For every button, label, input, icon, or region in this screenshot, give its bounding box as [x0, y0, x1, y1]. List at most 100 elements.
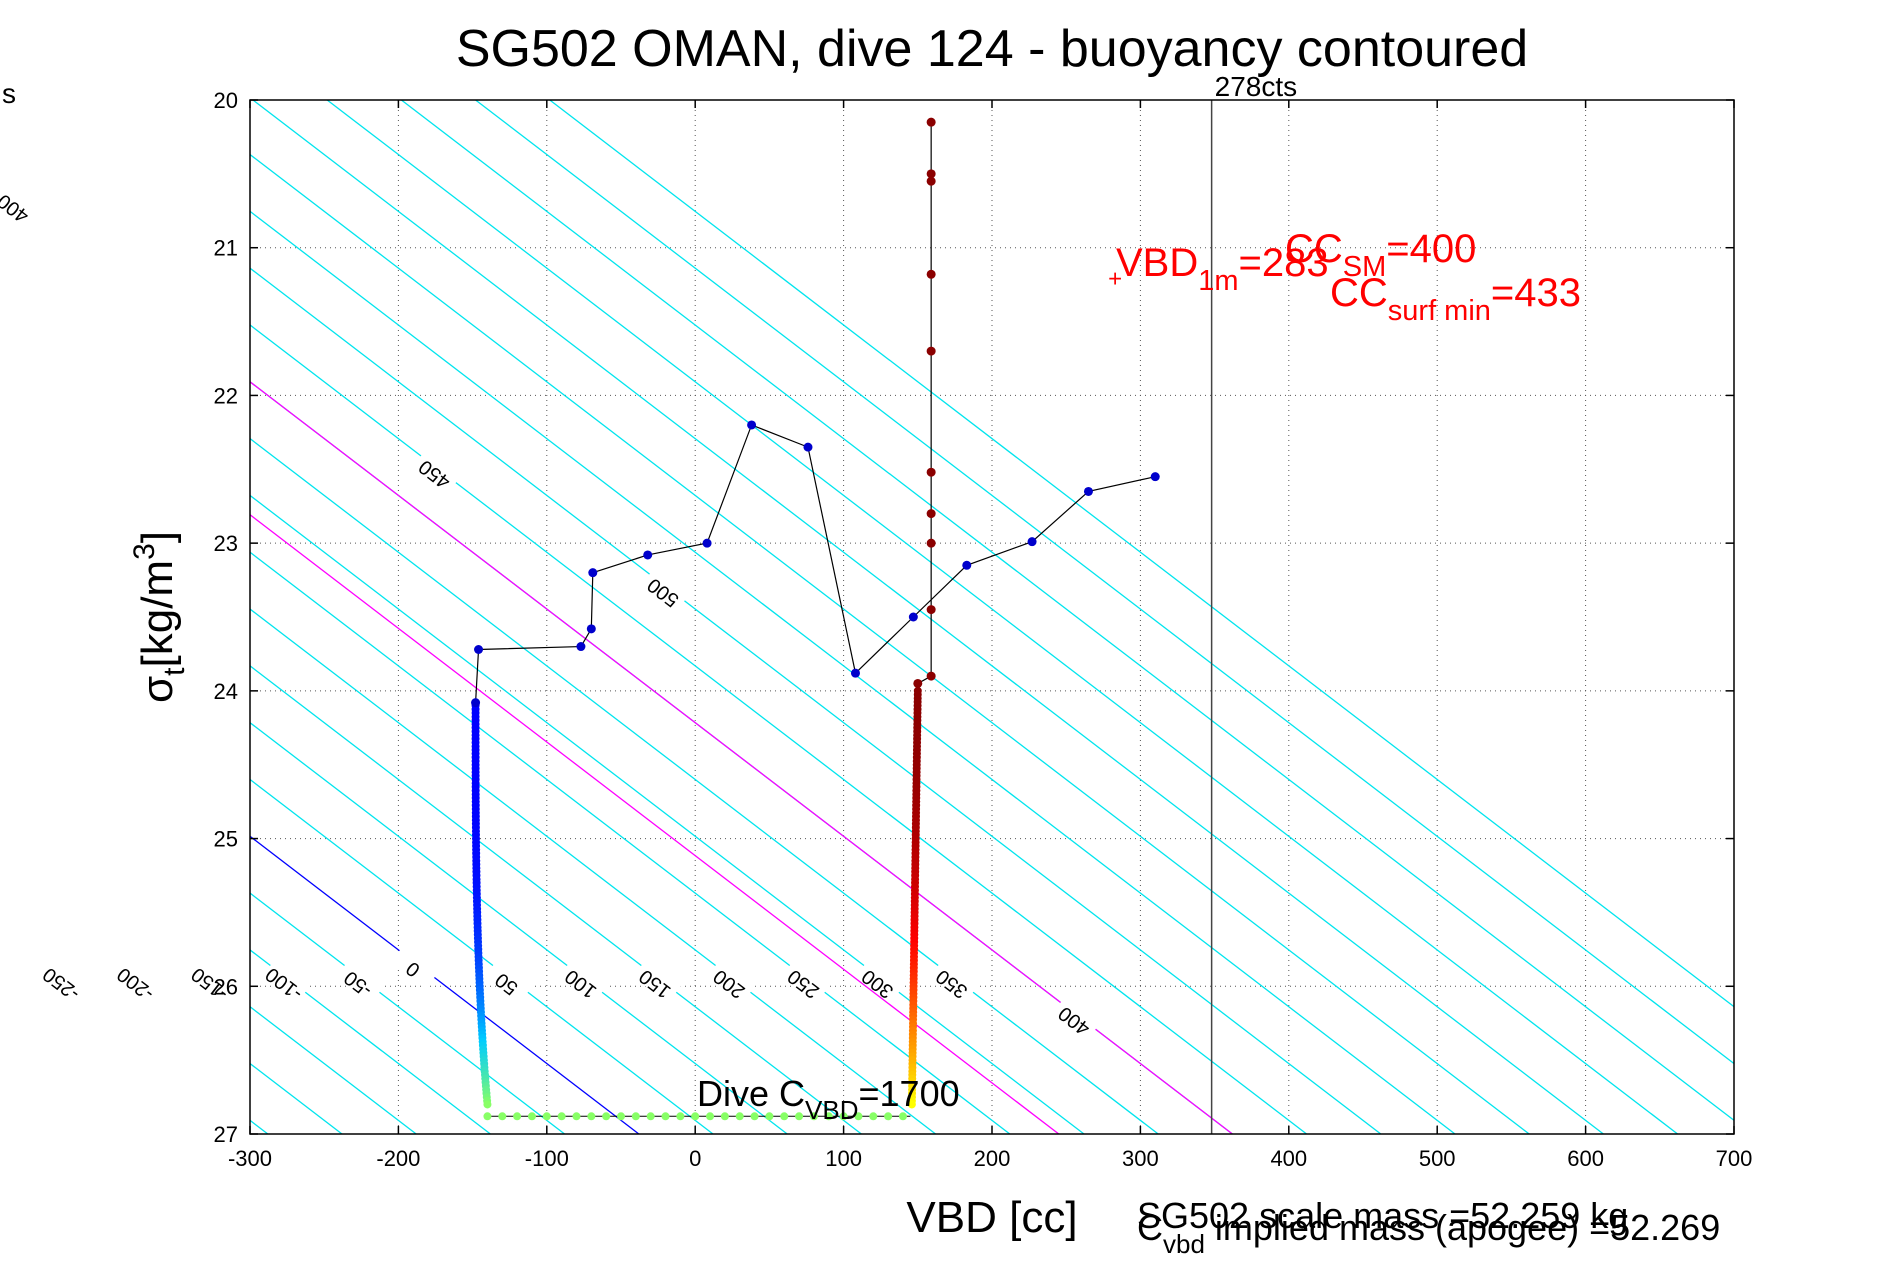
- bottom-row-point: [869, 1112, 878, 1121]
- bottom-row-point: [898, 1112, 907, 1121]
- series-point: [926, 117, 936, 127]
- x-tick-label: 100: [825, 1146, 862, 1171]
- implied-mass-label-sub: vbd: [1163, 1229, 1205, 1259]
- bottom-row-point: [795, 1112, 804, 1121]
- vbd-1m-annotation-value: =283: [1239, 241, 1329, 285]
- series-point: [702, 538, 712, 548]
- contour-line: [250, 267, 1382, 1134]
- x-axis-label: VBD [cc]: [906, 1193, 1077, 1242]
- y-tick-label: 20: [214, 88, 238, 113]
- limit-contour-line: [250, 513, 1060, 1134]
- y-tick-label: 25: [214, 827, 238, 852]
- series-line: [917, 122, 932, 684]
- series-point: [926, 269, 936, 279]
- bottom-row-point: [483, 1112, 492, 1121]
- series-point: [926, 605, 936, 615]
- implied-mass-label-value: implied mass (apogee) =52.269: [1205, 1207, 1720, 1248]
- descent-point: [483, 1100, 492, 1109]
- series-point: [586, 624, 596, 634]
- contour-line: [250, 721, 788, 1134]
- contour-line: [250, 437, 1159, 1134]
- cc-sm-annotation-main: CC: [1285, 227, 1343, 271]
- bottom-row-point: [527, 1112, 536, 1121]
- series-point: [1150, 472, 1160, 482]
- series-point: [926, 176, 936, 186]
- contour-line: [250, 324, 1308, 1134]
- series-point: [474, 644, 484, 654]
- contour-label-bg: [641, 567, 690, 612]
- chart-title: SG502 OMAN, dive 124 - buoyancy contoure…: [456, 20, 1528, 78]
- ascent-point: [907, 1100, 916, 1109]
- contour-line: [475, 100, 1734, 1065]
- bottom-row-point: [498, 1112, 507, 1121]
- contour-line: [250, 551, 1011, 1134]
- bottom-row-point: [676, 1112, 685, 1121]
- contour-label-bg: [0, 183, 40, 228]
- implied-mass-label-main: C: [1137, 1207, 1163, 1248]
- bottom-row-point: [735, 1112, 744, 1121]
- limit-contour-line: [250, 380, 1233, 1134]
- y-axis-label: σt[kg/m3]: [128, 531, 191, 703]
- contour-label-bg: [113, 959, 162, 1004]
- vbd-1m-annotation-sub: 1m: [1198, 265, 1238, 297]
- y-tick-label: 24: [214, 679, 238, 704]
- x-tick-label: -100: [525, 1146, 569, 1171]
- reference-line-label: 278cts: [1215, 71, 1298, 102]
- contour-label-bg: [929, 959, 978, 1004]
- bottom-row-point: [706, 1112, 715, 1121]
- bottom-row-point: [557, 1112, 566, 1121]
- contour-label-bg: [632, 959, 682, 1004]
- contour-label-bg: [707, 959, 756, 1004]
- contour-line: [250, 153, 1530, 1134]
- contour-label-bg: [1052, 996, 1101, 1041]
- bottom-row-point: [661, 1112, 670, 1121]
- contour-label-bg: [558, 959, 607, 1004]
- dive-c-annotation: Dive CVBD=1700: [697, 1073, 960, 1125]
- bottom-row-point: [617, 1112, 625, 1121]
- cc-surf-annotation-sub: surf min: [1388, 295, 1491, 327]
- y-axis-label-base: σ: [133, 676, 182, 703]
- cc-surf-annotation-value: =433: [1491, 271, 1581, 315]
- dive-c-annotation-main: Dive C: [697, 1073, 805, 1114]
- axis-ticks: -300 -200 -100 0 100 200 300 400 500 600 700 20 21 22…: [214, 88, 1753, 1171]
- contour-label-bg: [412, 449, 461, 494]
- series-point: [588, 568, 598, 578]
- series-point: [926, 346, 936, 356]
- contour-line: [250, 494, 1085, 1134]
- contour-label-bg: [390, 944, 440, 989]
- bottom-row-point: [646, 1112, 655, 1121]
- contour-line: [250, 949, 491, 1134]
- contour-line: [252, 100, 1604, 1134]
- grid: [250, 100, 1734, 1134]
- y-axis-label-unit-pre: [kg/m: [133, 560, 182, 668]
- bottom-row-point: [839, 1112, 848, 1121]
- scale-mass-label: SG502 scale mass =52.259 kg: [1137, 1195, 1628, 1236]
- vbd-marker-plus: +: [1108, 265, 1122, 292]
- data-series: [471, 117, 1160, 1121]
- vbd-1m-annotation: VBD1m=283: [1116, 241, 1329, 297]
- cc-surf-annotation-main: CC: [1330, 271, 1388, 315]
- cc-sm-annotation: CCSM=400: [1285, 227, 1476, 283]
- series-point: [803, 442, 813, 452]
- x-tick-label: 0: [689, 1146, 701, 1171]
- bottom-row-point: [631, 1112, 640, 1121]
- series-point: [850, 668, 860, 678]
- contour-line: [250, 380, 1233, 1134]
- bottom-row-point: [513, 1112, 522, 1121]
- buoyancy-contours: [250, 100, 1734, 1134]
- dive-c-annotation-sub: VBD: [805, 1095, 858, 1125]
- series-point: [962, 560, 972, 570]
- contour-label-bg: [336, 959, 385, 1004]
- x-tick-label: 700: [1716, 1146, 1753, 1171]
- y-tick-label: 27: [214, 1122, 238, 1147]
- contour-line: [250, 210, 1456, 1134]
- bottom-row-point: [854, 1112, 863, 1121]
- x-tick-label: 200: [974, 1146, 1011, 1171]
- bottom-row-point: [809, 1112, 818, 1121]
- contour-line: [250, 778, 714, 1134]
- series-point: [926, 169, 936, 179]
- vbd-1m-annotation-main: VBD: [1116, 241, 1198, 285]
- bottom-row-point: [542, 1112, 551, 1121]
- bottom-row-point: [780, 1112, 789, 1121]
